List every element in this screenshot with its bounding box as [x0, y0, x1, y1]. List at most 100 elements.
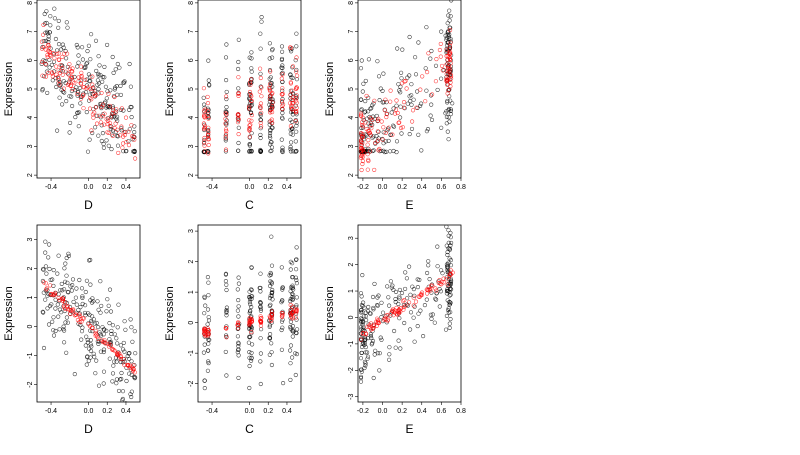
- observed-point: [247, 294, 252, 300]
- observed-point: [288, 144, 293, 150]
- observed-point: [249, 328, 254, 333]
- observed-point: [388, 279, 393, 284]
- fitted-point: [448, 40, 453, 45]
- fitted-point: [368, 321, 374, 326]
- y-tick-label: 3: [348, 144, 355, 148]
- observed-point: [101, 349, 106, 355]
- fitted-point: [223, 326, 228, 331]
- fitted-point: [259, 94, 264, 99]
- observed-point: [111, 94, 116, 99]
- observed-point: [446, 281, 451, 286]
- observed-point: [448, 235, 453, 240]
- x-tick-label: 0.0: [245, 184, 255, 191]
- fitted-point: [449, 76, 454, 81]
- observed-point: [366, 336, 371, 341]
- observed-point: [371, 307, 376, 312]
- fitted-point: [359, 154, 364, 159]
- observed-point: [224, 122, 229, 127]
- points-layer: [39, 6, 138, 161]
- fitted-point: [223, 116, 228, 121]
- observed-point: [86, 43, 91, 48]
- fitted-point: [448, 51, 453, 56]
- observed-point: [223, 279, 228, 284]
- observed-point: [447, 293, 452, 298]
- observed-point: [289, 140, 294, 145]
- fitted-point: [411, 303, 416, 308]
- observed-point: [445, 129, 450, 134]
- observed-point: [95, 299, 100, 304]
- observed-point: [396, 338, 401, 343]
- observed-point: [110, 323, 115, 328]
- fitted-point: [223, 121, 228, 126]
- observed-point: [362, 314, 367, 319]
- fitted-point: [104, 117, 109, 122]
- fitted-point: [290, 304, 295, 309]
- y-tick-label: 3: [27, 237, 34, 241]
- fitted-point: [411, 295, 416, 300]
- fitted-point: [290, 88, 295, 93]
- observed-point: [268, 149, 273, 154]
- observed-point: [101, 145, 106, 150]
- y-tick-label: 6: [348, 58, 355, 62]
- observed-point: [129, 359, 134, 364]
- observed-point: [380, 310, 386, 315]
- fitted-point: [270, 110, 275, 115]
- fitted-point: [224, 94, 229, 99]
- observed-point: [359, 350, 364, 355]
- observed-point: [110, 379, 115, 384]
- fitted-point: [103, 341, 108, 346]
- fitted-point: [294, 309, 299, 314]
- fitted-point: [384, 115, 389, 120]
- observed-point: [91, 299, 96, 304]
- fitted-point: [437, 47, 442, 53]
- observed-point: [407, 264, 412, 269]
- observed-point: [267, 324, 272, 329]
- observed-point: [258, 46, 263, 51]
- observed-point: [85, 355, 90, 360]
- observed-point: [294, 267, 299, 272]
- fitted-point: [112, 94, 117, 100]
- fitted-point: [370, 326, 375, 331]
- observed-point: [248, 110, 254, 116]
- observed-point: [202, 378, 207, 383]
- observed-point: [129, 372, 134, 377]
- fitted-point: [119, 106, 124, 111]
- observed-point: [364, 116, 370, 121]
- observed-point: [258, 359, 263, 364]
- fitted-point: [249, 113, 254, 118]
- observed-point: [121, 340, 126, 345]
- fitted-point: [379, 119, 384, 124]
- x-tick-label: 0.6: [437, 408, 447, 415]
- fitted-point: [63, 69, 68, 74]
- observed-point: [424, 297, 429, 302]
- observed-point: [258, 149, 263, 154]
- observed-point: [98, 101, 104, 106]
- observed-point: [103, 99, 108, 104]
- observed-point: [293, 139, 298, 144]
- x-tick-label: 0.8: [456, 184, 466, 191]
- observed-point: [280, 309, 285, 314]
- observed-point: [412, 339, 417, 344]
- observed-point: [362, 110, 367, 115]
- observed-point: [280, 70, 285, 75]
- observed-point: [206, 293, 211, 298]
- observed-point: [40, 309, 45, 314]
- fitted-point: [359, 138, 364, 143]
- fitted-point: [396, 120, 401, 125]
- observed-point: [100, 112, 105, 117]
- fitted-point: [390, 132, 395, 137]
- fitted-point: [418, 87, 423, 92]
- observed-point: [127, 371, 132, 376]
- observed-point: [62, 266, 67, 271]
- fitted-point: [381, 125, 386, 130]
- observed-point: [399, 76, 404, 81]
- observed-point: [94, 68, 99, 73]
- fitted-point: [76, 79, 81, 84]
- fitted-point: [236, 91, 241, 96]
- observed-point: [294, 77, 299, 82]
- observed-point: [446, 13, 451, 18]
- x-tick-label: -0.2: [357, 184, 369, 191]
- fitted-point: [46, 70, 51, 76]
- observed-point: [403, 270, 408, 275]
- observed-point: [295, 327, 300, 332]
